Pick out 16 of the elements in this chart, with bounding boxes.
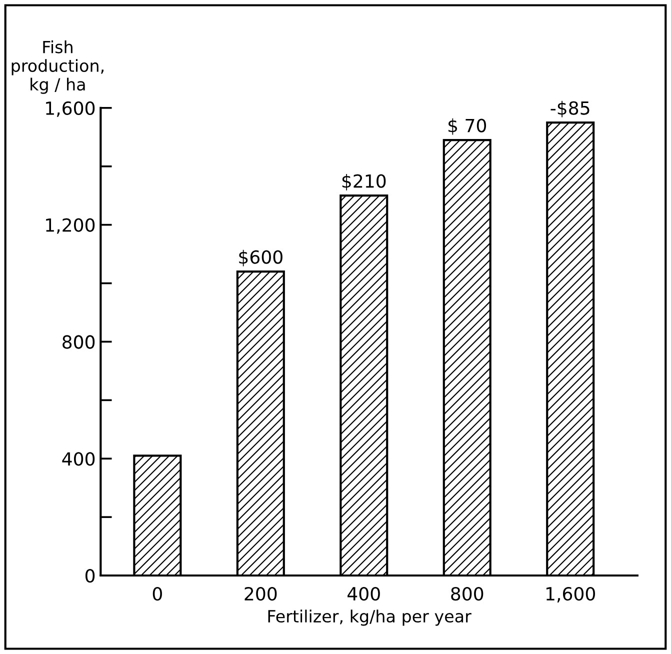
y-tick-label: 0: [85, 568, 95, 583]
annotation: $210: [342, 174, 386, 190]
x-tick-label: 1,600: [546, 586, 595, 602]
x-axis-title: Fertilizer, kg/ha per year: [268, 610, 472, 626]
y-tick-label: 1,600: [46, 101, 95, 117]
y-axis-title: Fish production, kg / ha: [12, 40, 104, 94]
x-tick-label: 800: [451, 586, 484, 601]
annotation: -$85: [550, 100, 590, 118]
x-tick-label: 0: [152, 586, 162, 601]
y-tick-label: 800: [62, 335, 95, 349]
x-tick-label: 200: [244, 586, 277, 601]
annotation: $ 70: [448, 118, 486, 135]
annotation: $600: [239, 250, 282, 266]
y-tick-label: 1,200: [46, 218, 95, 234]
y-tick-label: 400: [62, 452, 95, 466]
x-tick-label: 400: [348, 586, 380, 601]
